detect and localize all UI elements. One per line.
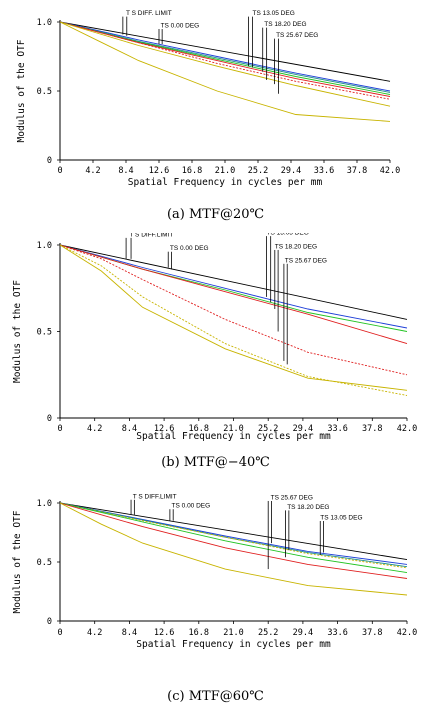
x-tick-label: 25.2 [248, 166, 268, 176]
series-line-green [59, 244, 408, 332]
x-tick-label: 0 [57, 166, 62, 176]
x-tick-label: 16.8 [189, 424, 209, 434]
annotation-label: T S DIFF.LIMIT [133, 493, 177, 500]
series-line-yellow [59, 502, 408, 596]
series-line-red [59, 244, 408, 345]
x-tick-label: 37.8 [347, 166, 367, 176]
x-tick-label: 29.4 [293, 424, 313, 434]
series-line-blue [59, 244, 408, 329]
x-tick-label: 42.0 [397, 628, 417, 638]
annotation-label: TS 25.67 DEG [271, 494, 313, 501]
series-line-blue [59, 21, 391, 92]
series-line-black [59, 21, 391, 82]
series-line-red-dashed [59, 244, 408, 376]
annotation-label: T S DIFF.LIMIT [129, 233, 173, 238]
x-tick-label: 12.6 [154, 628, 174, 638]
mtf-panel-a: 0 4.2 8.4 12.6 16.8 21.0 25.2 29.4 33.6 37.8 42.0 0… [0, 0, 431, 233]
x-tick-label: 33.6 [327, 424, 347, 434]
x-tick-label: 21.0 [215, 166, 235, 176]
x-tick-label: 0 [57, 628, 62, 638]
x-tick-label: 21.0 [223, 424, 243, 434]
annotation-label: TS 0.00 DEG [172, 503, 211, 510]
y-axis-title: Modulus of the OTF [12, 280, 23, 383]
x-tick-label: 37.8 [362, 424, 382, 434]
caption-a: (a) MTF@20℃ [166, 207, 265, 222]
y-tick-label: 0.5 [37, 558, 52, 568]
x-tick-label: 37.8 [362, 628, 382, 638]
series-line-teal [59, 21, 391, 93]
x-axis-title: Spatial Frequency in cycles per mm [128, 177, 323, 188]
annotation-label: TS 13.05 DEG [267, 233, 309, 237]
caption-c: (c) MTF@60℃ [167, 689, 264, 704]
y-tick-label: 1.0 [37, 241, 52, 251]
mtf-panel-b: 0 4.2 8.4 12.6 16.8 21.0 25.2 29.4 33.6 37.8 42.0 0… [0, 233, 431, 478]
y-axis-title: Modulus of the OTF [12, 510, 23, 613]
y-tick-label: 0.5 [37, 87, 52, 97]
y-tick-label: 1.0 [37, 499, 52, 509]
x-tick-label: 8.4 [122, 628, 137, 638]
series-line-yellow [59, 21, 391, 122]
mtf-chart-c: 0 4.2 8.4 12.6 16.8 21.0 25.2 29.4 33.6 37.8 42.0 0… [12, 493, 417, 650]
annotation-label: TS 25.67 DEG [285, 257, 327, 264]
annotation-label: TS 0.00 DEG [161, 23, 200, 30]
x-tick-label: 12.6 [154, 424, 174, 434]
x-tick-label: 8.4 [122, 424, 137, 434]
caption-b: (b) MTF@−40℃ [161, 455, 270, 470]
x-tick-label: 4.2 [87, 628, 102, 638]
x-tick-label: 25.2 [258, 424, 278, 434]
x-tick-label: 33.6 [327, 628, 347, 638]
annotation-label: TS 18.20 DEG [264, 21, 306, 28]
x-tick-label: 21.0 [223, 628, 243, 638]
x-tick-label: 16.8 [182, 166, 202, 176]
series-line-yellow [59, 244, 408, 391]
x-axis-title: Spatial Frequency in cycles per mm [136, 431, 331, 441]
y-tick-label: 0 [47, 414, 52, 424]
y-tick-label: 0 [47, 156, 52, 166]
annotation-label: TS 25.67 DEG [276, 32, 318, 39]
x-tick-label: 0 [57, 424, 62, 434]
y-tick-label: 0 [47, 617, 52, 627]
y-axis-title: Modulus of the OTF [16, 39, 27, 142]
y-tick-label: 0.5 [37, 328, 52, 338]
series-line-yellow-dashed [59, 502, 408, 569]
annotation-label: TS 13.05 DEG [320, 515, 362, 522]
annotation-label: TS 18.20 DEG [287, 504, 329, 511]
series-line-red [59, 502, 408, 579]
x-tick-label: 29.4 [281, 166, 301, 176]
x-tick-label: 8.4 [118, 166, 133, 176]
x-tick-label: 33.6 [314, 166, 334, 176]
annotation-label: TS 0.00 DEG [170, 245, 209, 252]
x-tick-label: 42.0 [380, 166, 400, 176]
series-line-black [59, 502, 408, 561]
x-axis-title: Spatial Frequency in cycles per mm [136, 639, 331, 650]
series-line-red-dashed [59, 21, 391, 100]
x-tick-label: 4.2 [87, 424, 102, 434]
x-tick-label: 12.6 [149, 166, 169, 176]
series-line-yellow-dashed [59, 244, 408, 396]
series-line-green [59, 21, 391, 95]
annotation-label: TS 13.05 DEG [253, 10, 295, 17]
series-line-blue [59, 502, 408, 565]
x-tick-label: 16.8 [189, 628, 209, 638]
series-line-green [59, 502, 408, 574]
x-tick-label: 4.2 [85, 166, 100, 176]
series-line-black [59, 244, 408, 320]
x-tick-label: 29.4 [293, 628, 313, 638]
y-tick-label: 1.0 [37, 18, 52, 28]
annotation-label: T S DIFF. LIMIT [126, 10, 172, 17]
annotation-label: TS 18.20 DEG [275, 243, 317, 250]
x-tick-label: 42.0 [397, 424, 417, 434]
series-line-yellow [59, 21, 391, 107]
mtf-chart-a: 0 4.2 8.4 12.6 16.8 21.0 25.2 29.4 33.6 37.8 42.0 0… [16, 10, 400, 188]
mtf-chart-b: 0 4.2 8.4 12.6 16.8 21.0 25.2 29.4 33.6 37.8 42.0 0… [12, 233, 417, 441]
x-tick-label: 25.2 [258, 628, 278, 638]
mtf-panel-c: 0 4.2 8.4 12.6 16.8 21.0 25.2 29.4 33.6 37.8 42.0 0… [0, 478, 431, 713]
